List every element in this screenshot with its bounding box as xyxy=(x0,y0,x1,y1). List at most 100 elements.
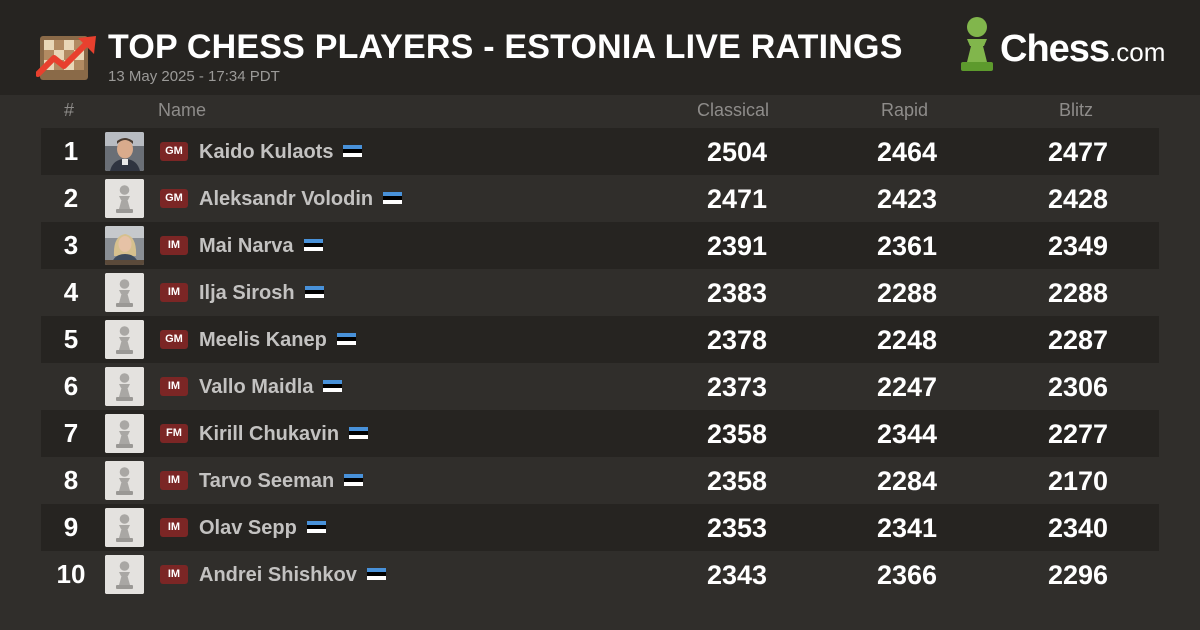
classical-rating: 2378 xyxy=(706,325,768,355)
estonia-flag-icon xyxy=(303,238,323,251)
player-name[interactable]: Ilja Sirosh xyxy=(199,282,295,304)
player-name[interactable]: Tarvo Seeman xyxy=(199,470,335,492)
pawn-avatar-icon[interactable] xyxy=(105,508,144,547)
player-name-cell[interactable]: Ilja Sirosh xyxy=(199,269,324,316)
rating-chart-icon xyxy=(36,36,96,80)
player-name[interactable]: Kirill Chukavin xyxy=(199,423,340,445)
pawn-logo-icon xyxy=(961,17,993,71)
player-name-cell[interactable]: Vallo Maidla xyxy=(199,363,343,410)
rank-number: 5 xyxy=(63,324,79,354)
classical-rating: 2504 xyxy=(706,137,768,167)
player-name[interactable]: Aleksandr Volodin xyxy=(199,188,374,210)
rank-number: 6 xyxy=(63,371,79,401)
classical-rating: 2358 xyxy=(706,419,768,449)
classical-rating: 2353 xyxy=(706,513,768,543)
estonia-flag-icon xyxy=(306,520,326,533)
ratings-table: 1 GM Kaido Kulaots 2504 2464 2477 2 GM Aleksandr… xyxy=(41,128,1159,598)
pawn-avatar-icon[interactable] xyxy=(105,179,144,218)
rank-number: 3 xyxy=(63,230,79,260)
column-header-classical: Classical xyxy=(697,100,770,120)
player-name[interactable]: Meelis Kanep xyxy=(199,329,327,351)
player-name-cell[interactable]: Kaido Kulaots xyxy=(199,128,363,175)
estonia-flag-icon xyxy=(304,285,324,298)
blitz-rating: 2477 xyxy=(1047,137,1109,167)
table-row[interactable]: 5 GM Meelis Kanep 2378 2248 2287 xyxy=(41,316,1159,363)
page-title: TOP CHESS PLAYERS - ESTONIA LIVE RATINGS xyxy=(108,28,903,66)
pawn-avatar-icon[interactable] xyxy=(105,555,144,594)
pawn-avatar-icon[interactable] xyxy=(105,367,144,406)
rank-number: 7 xyxy=(63,418,79,448)
estonia-flag-icon xyxy=(344,473,364,486)
column-header-blitz: Blitz xyxy=(1059,100,1094,120)
avatar[interactable] xyxy=(105,132,144,171)
blitz-rating: 2428 xyxy=(1047,184,1109,214)
chess-title-badge: GM xyxy=(160,142,188,161)
player-name[interactable]: Olav Sepp xyxy=(199,517,297,539)
rapid-rating: 2248 xyxy=(876,325,938,355)
blitz-rating: 2340 xyxy=(1047,513,1109,543)
classical-rating: 2391 xyxy=(706,231,768,261)
player-name[interactable]: Mai Narva xyxy=(199,235,294,257)
blitz-rating: 2277 xyxy=(1047,419,1109,449)
avatar[interactable] xyxy=(105,226,144,265)
pawn-avatar-icon[interactable] xyxy=(105,320,144,359)
rapid-rating: 2366 xyxy=(876,560,938,590)
table-row[interactable]: 1 GM Kaido Kulaots 2504 2464 2477 xyxy=(41,128,1159,175)
blitz-rating: 2170 xyxy=(1047,466,1109,496)
table-row[interactable]: 3 IM Mai Narva 2391 2361 2349 xyxy=(41,222,1159,269)
column-header-rank: # xyxy=(64,100,75,120)
player-name[interactable]: Vallo Maidla xyxy=(199,376,314,398)
player-name-cell[interactable]: Meelis Kanep xyxy=(199,316,356,363)
table-row[interactable]: 6 IM Vallo Maidla 2373 2247 2306 xyxy=(41,363,1159,410)
chess-title-badge: IM xyxy=(160,377,188,396)
table-row[interactable]: 4 IM Ilja Sirosh 2383 2288 2288 xyxy=(41,269,1159,316)
pawn-avatar-icon[interactable] xyxy=(105,461,144,500)
brand-name: Chess xyxy=(1000,28,1110,70)
chess-title-badge: GM xyxy=(160,189,188,208)
timestamp: 13 May 2025 - 17:34 PDT xyxy=(108,68,280,85)
rapid-rating: 2247 xyxy=(876,372,938,402)
player-name[interactable]: Kaido Kulaots xyxy=(199,141,334,163)
rank-number: 10 xyxy=(56,559,86,589)
rank-number: 9 xyxy=(63,512,79,542)
chess-title-badge: GM xyxy=(160,330,188,349)
table-row[interactable]: 9 IM Olav Sepp 2353 2341 2340 xyxy=(41,504,1159,551)
table-row[interactable]: 8 IM Tarvo Seeman 2358 2284 2170 xyxy=(41,457,1159,504)
estonia-flag-icon xyxy=(349,426,369,439)
header-bar: TOP CHESS PLAYERS - ESTONIA LIVE RATINGS… xyxy=(0,0,1200,95)
rapid-rating: 2288 xyxy=(876,278,938,308)
estonia-flag-icon xyxy=(366,567,386,580)
chess-title-badge: FM xyxy=(160,424,188,443)
classical-rating: 2358 xyxy=(706,466,768,496)
brand-logo[interactable]: Chess.com xyxy=(1000,28,1165,71)
chess-title-badge: IM xyxy=(160,471,188,490)
player-name[interactable]: Andrei Shishkov xyxy=(199,564,357,586)
rapid-rating: 2464 xyxy=(876,137,938,167)
column-header-name: Name xyxy=(158,100,207,120)
classical-rating: 2383 xyxy=(706,278,768,308)
rank-number: 4 xyxy=(63,277,79,307)
estonia-flag-icon xyxy=(343,144,363,157)
pawn-avatar-icon[interactable] xyxy=(105,273,144,312)
rapid-rating: 2423 xyxy=(876,184,938,214)
player-name-cell[interactable]: Aleksandr Volodin xyxy=(199,175,403,222)
player-name-cell[interactable]: Tarvo Seeman xyxy=(199,457,364,504)
player-name-cell[interactable]: Mai Narva xyxy=(199,222,323,269)
chess-title-badge: IM xyxy=(160,518,188,537)
blitz-rating: 2287 xyxy=(1047,325,1109,355)
table-row[interactable]: 2 GM Aleksandr Volodin 2471 2423 2428 xyxy=(41,175,1159,222)
table-row[interactable]: 10 IM Andrei Shishkov 2343 2366 2296 xyxy=(41,551,1159,598)
table-row[interactable]: 7 FM Kirill Chukavin 2358 2344 2277 xyxy=(41,410,1159,457)
classical-rating: 2343 xyxy=(706,560,768,590)
classical-rating: 2471 xyxy=(706,184,768,214)
chess-title-badge: IM xyxy=(160,236,188,255)
player-name-cell[interactable]: Andrei Shishkov xyxy=(199,551,386,598)
pawn-avatar-icon[interactable] xyxy=(105,414,144,453)
rank-number: 2 xyxy=(63,183,79,213)
player-name-cell[interactable]: Olav Sepp xyxy=(199,504,326,551)
brand-suffix: .com xyxy=(1109,37,1166,67)
rank-number: 8 xyxy=(63,465,79,495)
rapid-rating: 2284 xyxy=(876,466,938,496)
chess-title-badge: IM xyxy=(160,283,188,302)
player-name-cell[interactable]: Kirill Chukavin xyxy=(199,410,369,457)
